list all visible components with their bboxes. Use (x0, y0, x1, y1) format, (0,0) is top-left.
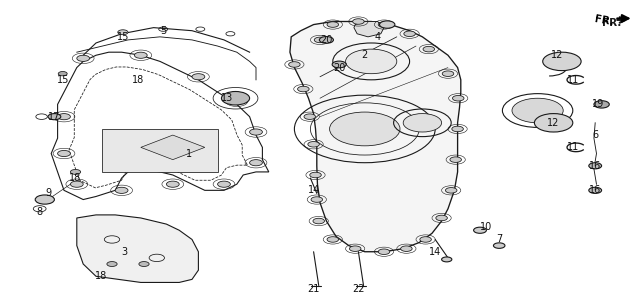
Circle shape (349, 246, 361, 251)
Circle shape (166, 181, 179, 187)
Circle shape (380, 21, 395, 28)
Circle shape (48, 114, 61, 120)
Circle shape (58, 150, 70, 157)
Circle shape (310, 172, 321, 178)
Circle shape (58, 114, 70, 120)
Circle shape (115, 187, 128, 193)
Circle shape (218, 181, 230, 187)
Polygon shape (290, 21, 461, 252)
Circle shape (70, 181, 83, 187)
Text: 2: 2 (362, 50, 368, 60)
Circle shape (420, 237, 431, 242)
Circle shape (77, 55, 90, 61)
Text: 18: 18 (69, 173, 82, 183)
Circle shape (353, 19, 364, 24)
Text: 20: 20 (320, 35, 333, 45)
Bar (102, 129, 218, 172)
Circle shape (327, 237, 339, 242)
Circle shape (445, 188, 457, 193)
Circle shape (442, 71, 454, 76)
Circle shape (250, 129, 262, 135)
Circle shape (452, 126, 463, 132)
Text: 1: 1 (186, 149, 192, 158)
Text: 5: 5 (160, 26, 166, 36)
Text: 13: 13 (221, 93, 234, 103)
Text: 12: 12 (550, 50, 563, 60)
Circle shape (423, 46, 435, 52)
Text: 8: 8 (36, 207, 43, 217)
Text: 22: 22 (352, 284, 365, 293)
Circle shape (543, 52, 581, 71)
Circle shape (403, 114, 442, 132)
Circle shape (378, 249, 390, 255)
Text: 20: 20 (333, 63, 346, 72)
Circle shape (107, 262, 117, 266)
Circle shape (450, 157, 461, 162)
Text: 14: 14 (429, 247, 442, 257)
Text: 16: 16 (589, 161, 602, 171)
Text: 19: 19 (592, 99, 605, 109)
Circle shape (192, 74, 205, 80)
Circle shape (139, 262, 149, 266)
Text: 21: 21 (307, 284, 320, 293)
Circle shape (346, 49, 397, 74)
Circle shape (401, 246, 412, 251)
Circle shape (332, 61, 346, 68)
Circle shape (70, 169, 81, 174)
Circle shape (474, 227, 486, 233)
Circle shape (512, 98, 563, 123)
Circle shape (134, 52, 147, 58)
Text: 4: 4 (374, 32, 381, 42)
Circle shape (319, 37, 333, 43)
Circle shape (304, 114, 316, 119)
Circle shape (230, 98, 243, 104)
Circle shape (404, 31, 415, 37)
Circle shape (250, 160, 262, 166)
Text: 11: 11 (566, 142, 579, 152)
Text: 14: 14 (307, 185, 320, 195)
Text: 16: 16 (589, 185, 602, 195)
Text: 9: 9 (45, 188, 51, 198)
Circle shape (313, 218, 324, 224)
Text: 11: 11 (566, 75, 579, 85)
Circle shape (330, 112, 400, 146)
Circle shape (589, 163, 602, 169)
Circle shape (118, 30, 128, 35)
Circle shape (378, 22, 390, 27)
Circle shape (589, 187, 602, 193)
Circle shape (308, 142, 319, 147)
Text: FR.: FR. (594, 14, 615, 28)
Text: 15: 15 (116, 32, 129, 42)
Text: 3: 3 (122, 247, 128, 257)
Circle shape (534, 114, 573, 132)
Text: 17: 17 (48, 112, 61, 122)
Circle shape (436, 215, 447, 221)
Circle shape (452, 95, 464, 101)
Text: 15: 15 (56, 75, 69, 85)
Circle shape (221, 91, 250, 105)
Circle shape (311, 197, 323, 202)
Text: 18: 18 (131, 75, 144, 85)
Circle shape (594, 101, 609, 108)
Circle shape (298, 86, 309, 92)
Circle shape (327, 22, 339, 27)
Circle shape (58, 72, 67, 76)
Circle shape (35, 195, 54, 204)
Circle shape (314, 37, 326, 43)
Text: 12: 12 (547, 118, 560, 128)
Circle shape (289, 62, 300, 67)
Polygon shape (77, 215, 198, 282)
Circle shape (493, 243, 505, 248)
Polygon shape (354, 21, 384, 37)
Circle shape (442, 257, 452, 262)
Polygon shape (141, 135, 205, 160)
Text: FR.: FR. (602, 18, 621, 28)
Text: 18: 18 (95, 271, 108, 281)
Text: 10: 10 (480, 222, 493, 232)
Text: 7: 7 (496, 235, 502, 244)
Text: 6: 6 (592, 130, 598, 140)
